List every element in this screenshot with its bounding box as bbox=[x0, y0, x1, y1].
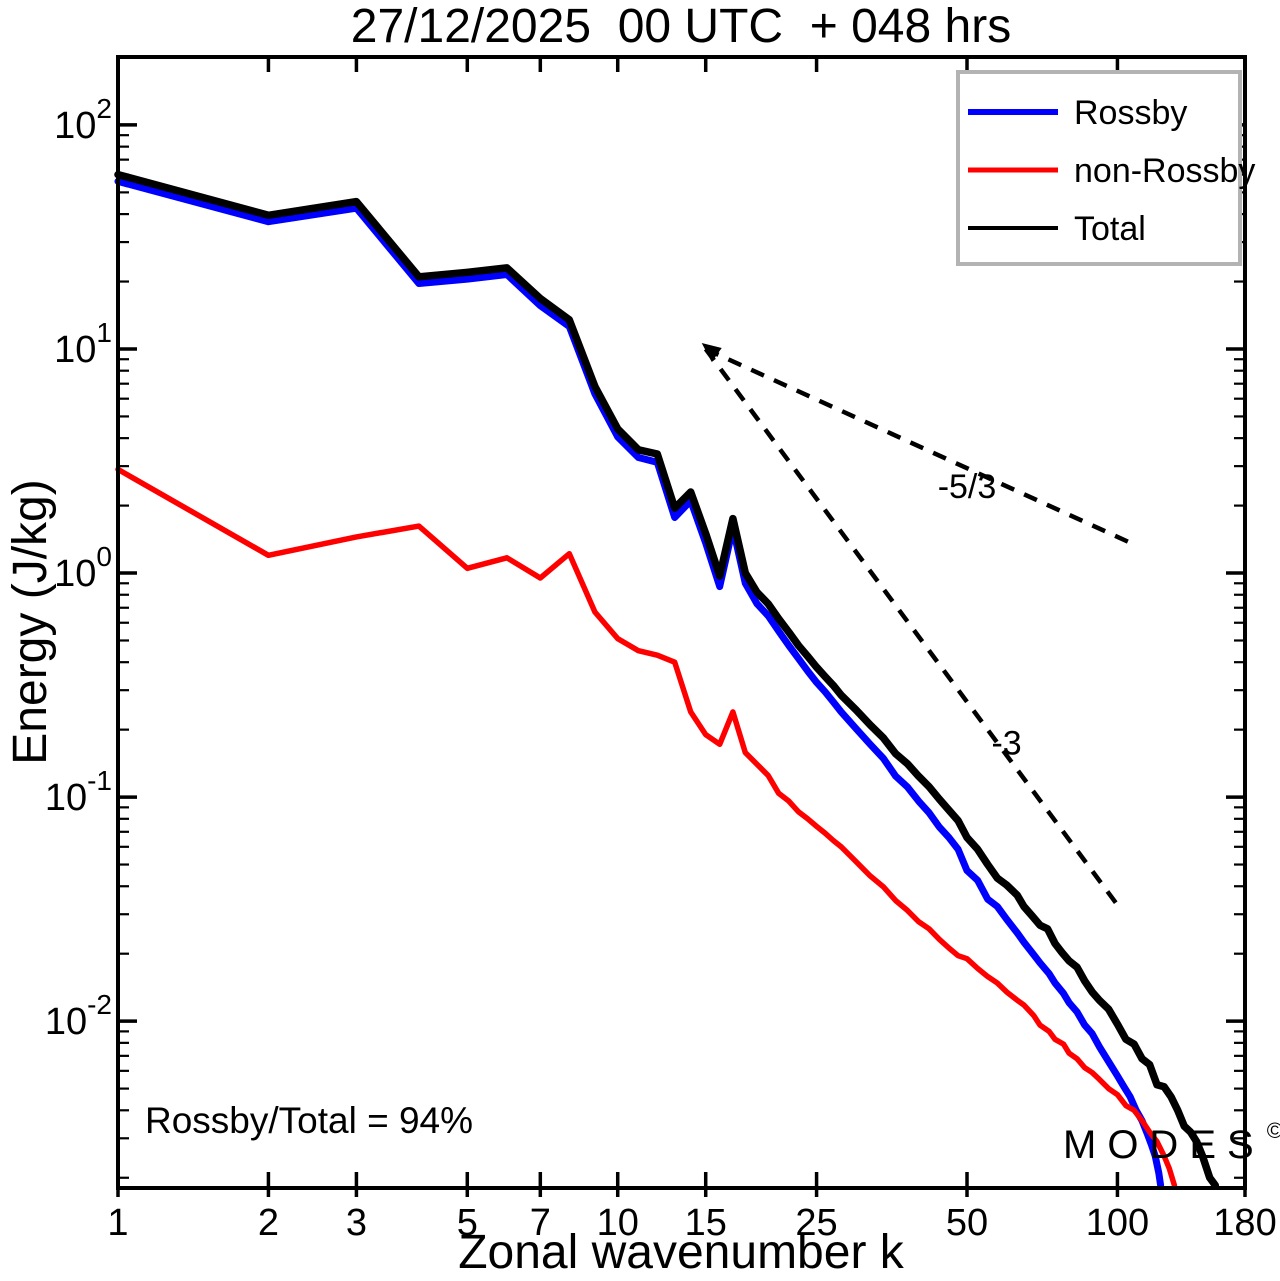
x-tick-label: 15 bbox=[685, 1202, 727, 1244]
series-line-rossby bbox=[114, 177, 1165, 1189]
ref-line-label: -3 bbox=[991, 725, 1021, 763]
y-axis-label: Energy (J/kg) bbox=[4, 479, 57, 764]
y-tick-label: 10-2 bbox=[45, 989, 112, 1043]
modes-watermark-text: MODES bbox=[1063, 1123, 1265, 1167]
x-tick-label: 50 bbox=[946, 1202, 988, 1244]
ref-arrowhead-icon bbox=[701, 342, 722, 362]
x-tick-label: 25 bbox=[795, 1202, 837, 1244]
x-tick-label: 7 bbox=[530, 1202, 551, 1244]
series-line-non-rossby bbox=[115, 466, 1178, 1189]
x-tick-label: 180 bbox=[1213, 1202, 1276, 1244]
x-tick-label: 10 bbox=[597, 1202, 639, 1244]
copyright-icon: © bbox=[1267, 1118, 1280, 1143]
x-tick-label: 100 bbox=[1086, 1202, 1149, 1244]
x-tick-label: 1 bbox=[107, 1202, 128, 1244]
x-tick-label: 5 bbox=[457, 1202, 478, 1244]
y-tick-label: 100 bbox=[54, 541, 112, 595]
x-tick-label: 3 bbox=[346, 1202, 367, 1244]
chart-title: 27/12/2025 00 UTC + 048 hrs bbox=[351, 0, 1011, 53]
ref-line-slope-3 bbox=[703, 347, 1120, 907]
legend: Rossby non-Rossby Total bbox=[956, 70, 1255, 266]
axes-group: 1 2 3 5 7 10 15 25 50 100 180 102 101 100 10-1 10-2 bbox=[45, 55, 1277, 1244]
legend-label-rossby: Rossby bbox=[1074, 94, 1187, 132]
x-tick-label: 2 bbox=[258, 1202, 279, 1244]
y-tick-label: 10-1 bbox=[45, 765, 112, 819]
ref-line-slope-5/3 bbox=[704, 346, 1129, 544]
rossby-total-annotation: Rossby/Total = 94% bbox=[145, 1100, 473, 1141]
series-curves-group bbox=[114, 170, 1220, 1190]
reference-lines-group: -5/3 -3 bbox=[701, 342, 1129, 907]
y-tick-label: 102 bbox=[54, 93, 112, 147]
ref-line-label: -5/3 bbox=[938, 468, 997, 506]
x-axis-label: Zonal wavenumber k bbox=[458, 1226, 905, 1279]
legend-label-total: Total bbox=[1074, 210, 1146, 248]
modes-watermark: MODES© bbox=[1063, 1118, 1280, 1167]
series-line-total bbox=[114, 170, 1220, 1190]
legend-label-non-rossby: non-Rossby bbox=[1074, 152, 1255, 190]
y-tick-label: 101 bbox=[54, 317, 112, 371]
